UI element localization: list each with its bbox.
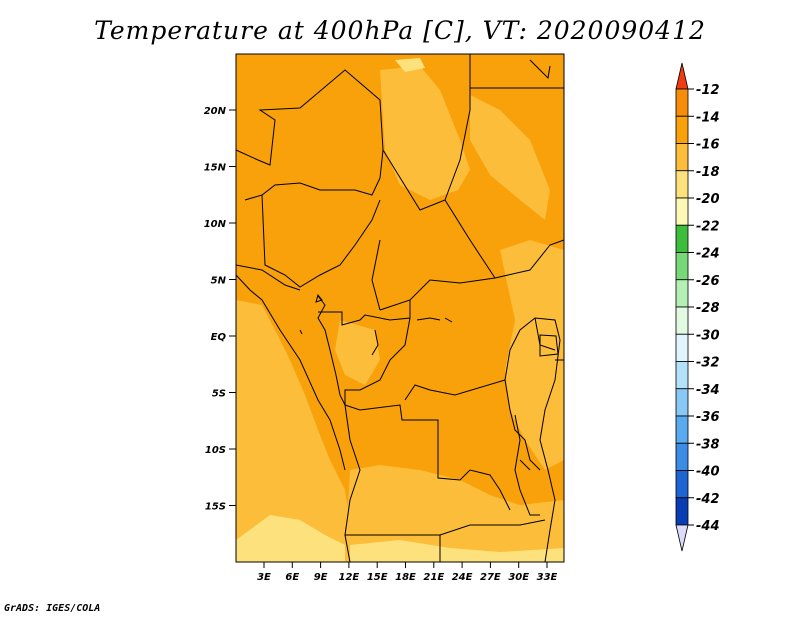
colorbar-bin [675, 306, 689, 335]
colorbar-label: -36 [696, 410, 720, 425]
colorbar-label: -28 [696, 301, 720, 316]
colorbar-label: -40 [696, 465, 720, 480]
lon-tick-label: 33E [537, 572, 558, 583]
temperature-region-east [500, 240, 564, 470]
lat-tick-label: 10S [205, 445, 226, 456]
colorbar-top-arrow [675, 62, 689, 90]
lat-tick-label: EQ [211, 332, 227, 343]
colorbar-bin [675, 333, 689, 362]
colorbar-label: -38 [696, 437, 720, 452]
colorbar-bin [675, 415, 689, 444]
temperature-region-north [380, 66, 470, 200]
colorbar-bin [675, 442, 689, 471]
colorbar-label: -44 [696, 519, 720, 534]
lon-tick-label: 21E [423, 572, 444, 583]
country-borders [235, 54, 565, 563]
longitude-ticks: 3E 6E 9E 12E 15E 18E 21E 24E 27E 30E 33E [257, 562, 558, 583]
lat-tick-label: 15S [205, 502, 226, 513]
colorbar-label: -34 [696, 383, 720, 398]
lon-tick-label: 18E [395, 572, 416, 583]
colorbar-bin [675, 197, 689, 226]
temperature-region-south-band [350, 540, 564, 562]
colorbar: -12 -14 -16 -18 -20 -22 -24 -26 -28 -30 -32 -34 -36 -… [675, 62, 720, 552]
colorbar-bin [675, 279, 689, 308]
colorbar-bin [675, 143, 689, 172]
lon-tick-label: 3E [257, 572, 271, 583]
colorbar-label: -32 [696, 356, 720, 371]
colorbar-label: -16 [696, 138, 720, 153]
colorbar-bin [675, 115, 689, 144]
colorbar-bottom-arrow [675, 524, 689, 552]
lat-tick-label: 5S [212, 389, 226, 400]
lon-tick-label: 9E [314, 572, 328, 583]
colorbar-bin [675, 361, 689, 390]
lon-tick-label: 6E [285, 572, 299, 583]
colorbar-bin [675, 88, 689, 117]
colorbar-label: -20 [696, 192, 720, 207]
grads-credit: GrADS: IGES/COLA [4, 603, 101, 614]
colorbar-bin [675, 470, 689, 499]
colorbar-label: -30 [696, 328, 720, 343]
map-frame [235, 53, 565, 563]
colorbar-label: -12 [696, 83, 720, 98]
temperature-region-west [236, 300, 350, 562]
colorbar-bin [675, 388, 689, 417]
lon-tick-label: 30E [508, 572, 529, 583]
colorbar-bin [675, 252, 689, 281]
colorbar-label: -42 [696, 492, 720, 507]
lakes [299, 293, 559, 471]
temperature-region-south [345, 465, 564, 562]
temperature-region-southwest-band [236, 515, 345, 562]
colorbar-bin [675, 497, 689, 526]
colorbar-bin [675, 224, 689, 253]
lat-tick-label: 20N [204, 106, 227, 117]
lon-tick-label: 24E [452, 572, 473, 583]
map-title: Temperature at 400hPa [C], VT: 202009041… [94, 16, 706, 45]
temperature-region-center [335, 320, 380, 385]
colorbar-label: -26 [696, 274, 720, 289]
lat-tick-label: 15N [204, 163, 227, 174]
lat-tick-label: 5N [211, 276, 227, 287]
colorbar-label: -24 [696, 247, 720, 262]
latitude-ticks: 20N 15N 10N 5N EQ 5S 10S 15S [204, 106, 236, 513]
lat-tick-label: 10N [204, 219, 227, 230]
temperature-region-north-patch [395, 58, 425, 72]
lon-tick-label: 12E [339, 572, 360, 583]
lon-tick-label: 27E [480, 572, 501, 583]
colorbar-bin [675, 170, 689, 199]
lon-tick-label: 15E [367, 572, 388, 583]
colorbar-label: -18 [696, 165, 720, 180]
colorbar-label: -14 [696, 110, 720, 125]
temperature-region-northeast [470, 95, 550, 220]
colorbar-label: -22 [696, 219, 720, 234]
